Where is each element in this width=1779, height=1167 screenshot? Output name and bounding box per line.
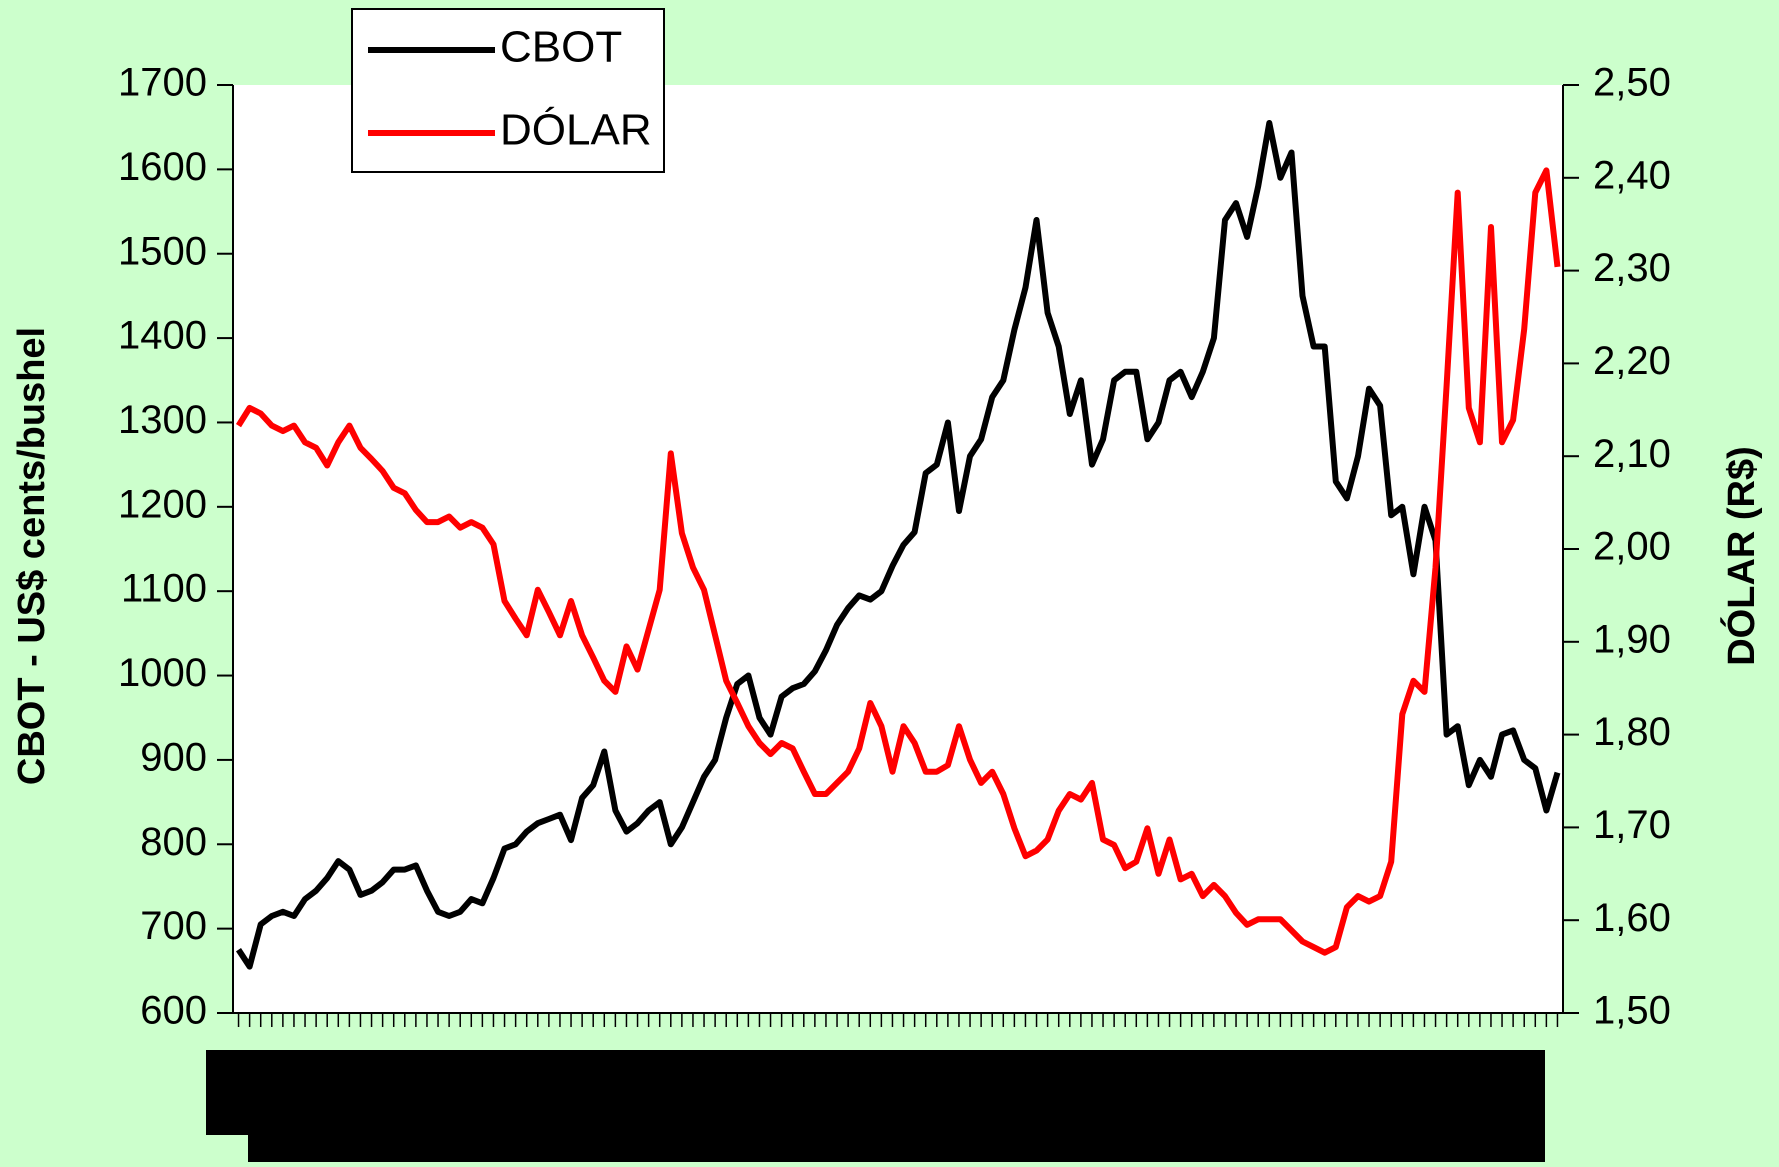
y2-tick-label: 1,70 [1593, 803, 1671, 847]
y2-tick-label: 1,50 [1593, 989, 1671, 1033]
obscured-x-labels [206, 1050, 1545, 1135]
y-tick-label: 900 [140, 735, 207, 779]
legend-label: DÓLAR [500, 106, 652, 155]
y2-tick-label: 2,30 [1593, 246, 1671, 290]
legend-box [351, 8, 665, 173]
y2-tick-label: 2,50 [1593, 61, 1671, 105]
legend: CBOT DÓLAR [351, 8, 665, 173]
y-tick-label: 1000 [118, 651, 207, 695]
legend-label: CBOT [500, 23, 622, 72]
series-line [235, 167, 1561, 956]
y-tick-label: 800 [140, 820, 207, 864]
y2-tick-label: 2,00 [1593, 525, 1671, 569]
obscured-x-labels [248, 1135, 1545, 1162]
y2-tick-label: 1,80 [1593, 710, 1671, 754]
y2-tick-label: 1,60 [1593, 896, 1671, 940]
y2-tick-label: 1,90 [1593, 617, 1671, 661]
y2-axis-title: DÓLAR (R$) [1719, 446, 1763, 666]
y-axis-title: CBOT - US$ cents/bushel [11, 327, 53, 785]
series-line [235, 120, 1561, 970]
y-tick-label: 1500 [118, 229, 207, 273]
y2-tick-label: 2,10 [1593, 432, 1671, 476]
y-tick-label: 600 [140, 989, 207, 1033]
y-tick-label: 1200 [118, 482, 207, 526]
y2-tick-label: 2,40 [1593, 153, 1671, 197]
y-tick-label: 700 [140, 904, 207, 948]
y-tick-label: 1700 [118, 61, 207, 105]
y-tick-label: 1600 [118, 145, 207, 189]
y2-tick-label: 2,20 [1593, 339, 1671, 383]
y-tick-label: 1300 [118, 398, 207, 442]
y-tick-label: 1100 [121, 567, 207, 611]
y-tick-label: 1400 [118, 314, 207, 358]
